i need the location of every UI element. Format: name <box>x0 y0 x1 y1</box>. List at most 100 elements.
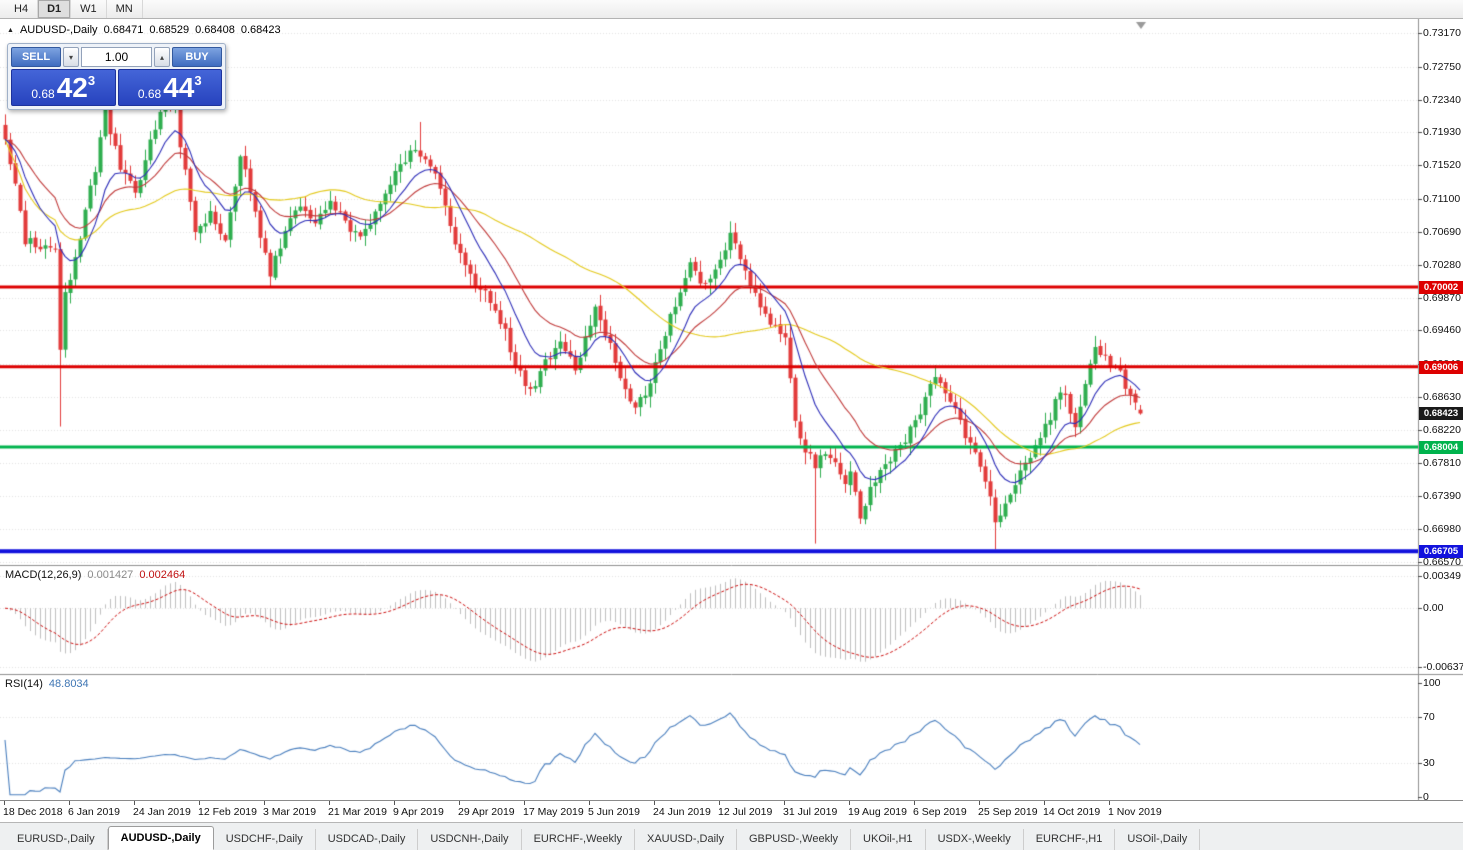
date-axis-label: 24 Jan 2019 <box>133 801 191 818</box>
date-axis[interactable]: 18 Dec 2018 6 Jan 2019 24 Jan 2019 12 Feb 2… <box>0 800 1463 822</box>
chart-tab-eurchf-weekly[interactable]: EURCHF-,Weekly <box>522 829 635 850</box>
price-axis-label: 0.66980 <box>1423 523 1461 536</box>
rsi-title: RSI(14) <box>5 678 43 690</box>
chart-area: ▲ AUDUSD-,Daily 0.68471 0.68529 0.68408 … <box>0 19 1463 800</box>
price-axis-label: 0.66570 <box>1423 556 1461 568</box>
date-axis-label: 31 Jul 2019 <box>783 801 838 818</box>
price-axis-label: 0.70280 <box>1423 258 1461 271</box>
current-price-badge: 0.68423 <box>1419 407 1463 421</box>
date-axis-label: 3 Mar 2019 <box>263 801 317 818</box>
chart-tab-usdchf-daily[interactable]: USDCHF-,Daily <box>214 829 316 850</box>
timeframe-toolbar: H4 D1 W1 MN <box>0 0 1463 19</box>
level-price-badge: 0.69006 <box>1419 360 1463 374</box>
chart-tab-eurusd-daily[interactable]: EURUSD-,Daily <box>5 829 108 850</box>
macd-signal-value: 0.002464 <box>139 569 186 581</box>
date-axis-label: 12 Feb 2019 <box>198 801 257 818</box>
chevron-down-icon: ▾ <box>68 52 73 62</box>
chart-tab-usoil-daily[interactable]: USOil-,Daily <box>1115 829 1201 850</box>
sell-button[interactable]: SELL <box>11 47 61 67</box>
price-axis-label: 0.68220 <box>1423 423 1461 436</box>
sell-price-big-digits: 42 <box>56 72 88 103</box>
sell-price-button[interactable]: 0.68 42 3 <box>11 69 116 106</box>
date-axis-label: 9 Apr 2019 <box>393 801 444 818</box>
sell-price-prefix: 0.68 <box>31 87 55 101</box>
one-click-trading-panel: SELL ▾ ▴ BUY 0.68 42 3 0.68 44 3 <box>7 43 226 110</box>
price-axis-label: 0.67810 <box>1423 456 1461 469</box>
price-axis-label: 0.71100 <box>1423 192 1461 205</box>
level-price-badge: 0.70002 <box>1419 280 1463 294</box>
date-axis-label: 29 Apr 2019 <box>458 801 515 818</box>
macd-axis-label: 0.00 <box>1423 602 1444 615</box>
date-axis-label: 5 Jun 2019 <box>588 801 640 818</box>
collapse-arrow-icon[interactable]: ▲ <box>7 26 14 34</box>
ohlc-high: 0.68529 <box>149 24 190 36</box>
date-axis-label: 12 Jul 2019 <box>718 801 773 818</box>
chart-symbol-period: AUDUSD-,Daily <box>19 24 98 36</box>
buy-price-prefix: 0.68 <box>137 87 162 101</box>
rsi-axis-label: 70 <box>1423 711 1435 724</box>
volume-increase-button[interactable]: ▴ <box>154 47 170 67</box>
buy-price-pip: 3 <box>194 73 202 88</box>
trade-price-row: 0.68 42 3 0.68 44 3 <box>11 69 222 106</box>
price-chart-canvas[interactable] <box>0 19 1463 800</box>
macd-indicator-label: MACD(12,26,9) 0.001427 0.002464 <box>5 569 185 581</box>
price-axis-label: 0.72340 <box>1423 93 1461 106</box>
macd-axis-label: 0.00349 <box>1423 570 1461 582</box>
volume-input[interactable] <box>81 47 152 67</box>
date-axis-label: 21 Mar 2019 <box>328 801 387 818</box>
buy-button[interactable]: BUY <box>172 47 222 67</box>
timeframe-button-w1[interactable]: W1 <box>71 0 107 18</box>
timeframe-button-h4[interactable]: H4 <box>5 0 39 18</box>
trade-controls-row: SELL ▾ ▴ BUY <box>11 47 222 67</box>
date-axis-label: 14 Oct 2019 <box>1043 801 1101 818</box>
chart-tab-usdx-weekly[interactable]: USDX-,Weekly <box>926 829 1024 850</box>
chart-tab-usdcnh-daily[interactable]: USDCNH-,Daily <box>418 829 522 850</box>
rsi-value: 48.8034 <box>48 678 89 690</box>
chart-title: ▲ AUDUSD-,Daily 0.68471 0.68529 0.68408 … <box>7 24 281 36</box>
rsi-indicator-label: RSI(14) 48.8034 <box>5 678 89 690</box>
date-axis-label: 17 May 2019 <box>523 801 584 818</box>
macd-axis-label: -0.00637 <box>1423 661 1463 673</box>
rsi-axis-label: 30 <box>1423 756 1435 769</box>
date-axis-label: 18 Dec 2018 <box>3 801 63 818</box>
buy-price-big-digits: 44 <box>163 72 195 103</box>
ohlc-open: 0.68471 <box>103 24 144 36</box>
chart-tabbar: EURUSD-,Daily AUDUSD-,Daily USDCHF-,Daily U… <box>0 822 1463 850</box>
level-price-badge: 0.68004 <box>1419 441 1463 455</box>
price-axis-label: 0.69870 <box>1423 291 1461 304</box>
price-axis-label: 0.68630 <box>1423 390 1461 403</box>
macd-main-value: 0.001427 <box>87 569 134 581</box>
macd-title: MACD(12,26,9) <box>5 569 82 581</box>
price-axis-label: 0.70690 <box>1423 225 1461 238</box>
ohlc-low: 0.68408 <box>195 24 235 36</box>
level-price-badge: 0.66705 <box>1419 545 1463 559</box>
timeframe-button-mn[interactable]: MN <box>107 0 143 18</box>
date-axis-label: 25 Sep 2019 <box>978 801 1038 818</box>
price-axis-label: 0.73170 <box>1423 27 1461 39</box>
chart-tab-eurchf-h1[interactable]: EURCHF-,H1 <box>1024 829 1116 850</box>
chart-tab-xauusd-daily[interactable]: XAUUSD-,Daily <box>635 829 737 850</box>
price-axis-label: 0.67390 <box>1423 490 1461 503</box>
chart-tab-audusd-daily[interactable]: AUDUSD-,Daily <box>107 826 214 850</box>
price-axis-label: 0.69460 <box>1423 324 1461 337</box>
chart-tab-usdcad-daily[interactable]: USDCAD-,Daily <box>316 829 419 850</box>
date-axis-label: 24 Jun 2019 <box>653 801 711 818</box>
chevron-up-icon: ▴ <box>159 52 164 62</box>
rsi-axis-label: 100 <box>1423 677 1441 689</box>
date-axis-label: 6 Sep 2019 <box>913 801 967 818</box>
ohlc-close: 0.68423 <box>240 24 281 36</box>
rsi-axis-label: 0 <box>1423 791 1429 800</box>
price-axis-label: 0.72750 <box>1423 60 1461 73</box>
chart-tab-gbpusd-weekly[interactable]: GBPUSD-,Weekly <box>737 829 852 850</box>
price-axis-label: 0.71930 <box>1423 126 1461 139</box>
timeframe-button-d1[interactable]: D1 <box>38 0 72 18</box>
date-axis-label: 19 Aug 2019 <box>848 801 907 818</box>
date-axis-label: 6 Jan 2019 <box>68 801 120 818</box>
sell-price-pip: 3 <box>87 73 96 88</box>
date-axis-label: 1 Nov 2019 <box>1108 801 1162 818</box>
buy-price-button[interactable]: 0.68 44 3 <box>117 69 222 106</box>
price-axis-label: 0.71520 <box>1423 159 1461 172</box>
chart-tab-ukoil-h1[interactable]: UKOil-,H1 <box>851 829 926 850</box>
volume-decrease-button[interactable]: ▾ <box>63 47 79 67</box>
